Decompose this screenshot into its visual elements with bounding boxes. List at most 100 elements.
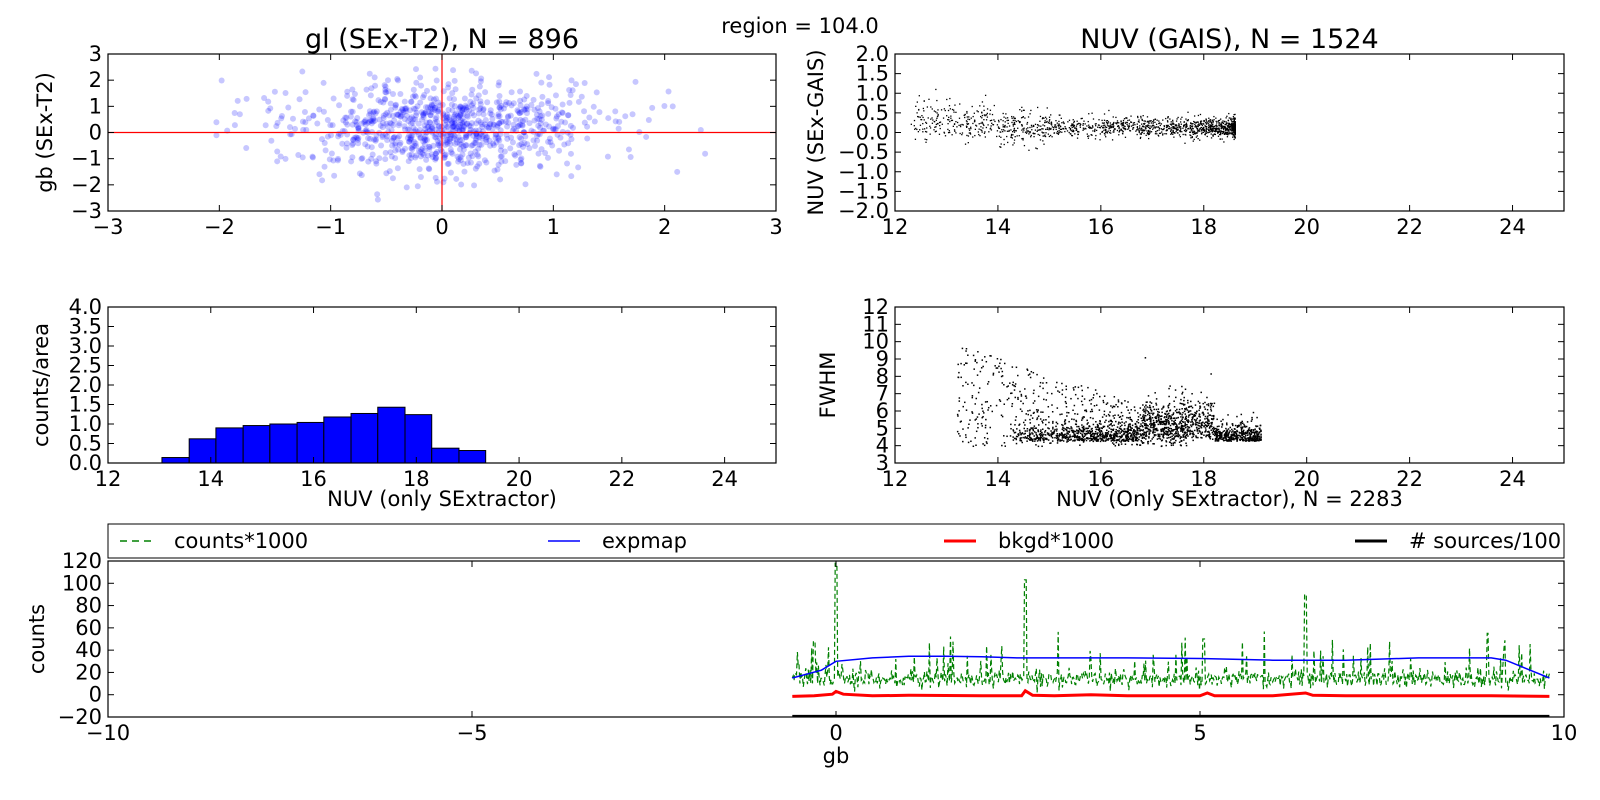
scatter-point xyxy=(492,134,499,141)
scatter-point xyxy=(1148,417,1151,419)
scatter-point xyxy=(1045,118,1048,120)
scatter-point xyxy=(1181,414,1183,416)
scatter-point xyxy=(1101,436,1104,438)
scatter-point xyxy=(1121,429,1124,432)
scatter-point xyxy=(1062,429,1065,432)
scatter-point xyxy=(458,181,465,188)
scatter-point xyxy=(470,100,477,107)
scatter-point xyxy=(1107,122,1109,125)
scatter-point xyxy=(1134,423,1137,426)
scatter-point xyxy=(1063,436,1065,439)
scatter-point xyxy=(1211,427,1214,430)
scatter-point xyxy=(1137,115,1139,118)
scatter-point xyxy=(1132,122,1135,124)
scatter-point xyxy=(1254,436,1257,439)
scatter-point xyxy=(498,153,505,160)
scatter-point xyxy=(964,116,966,119)
scatter-point xyxy=(925,141,927,143)
scatter-point xyxy=(425,165,432,172)
scatter-point xyxy=(1187,402,1189,404)
scatter-point xyxy=(1229,436,1231,439)
scatter-point xyxy=(514,107,521,114)
scatter-point xyxy=(410,116,417,123)
scatter-point xyxy=(1030,438,1033,440)
scatter-point xyxy=(1226,431,1228,433)
scatter-point xyxy=(1006,119,1008,122)
scatter-point xyxy=(478,135,485,142)
scatter-point xyxy=(1016,428,1018,430)
scatter-point xyxy=(267,105,274,112)
scatter-point xyxy=(1255,437,1258,440)
scatter-point xyxy=(1064,428,1067,430)
scatter-point xyxy=(1083,428,1086,431)
scatter-point xyxy=(1052,433,1054,435)
scatter-point xyxy=(1059,131,1061,133)
scatter-point xyxy=(1200,423,1203,425)
scatter-point xyxy=(1162,406,1164,409)
scatter-point xyxy=(1128,429,1130,431)
scatter-point xyxy=(1220,130,1222,132)
scatter-point xyxy=(1152,123,1154,125)
scatter-point xyxy=(1229,126,1231,128)
scatter-point xyxy=(1070,426,1072,428)
scatter-point xyxy=(984,426,987,429)
scatter-point xyxy=(1073,121,1075,123)
scatter-point xyxy=(1017,127,1019,129)
scatter-point xyxy=(392,104,399,111)
scatter-point xyxy=(987,124,989,126)
scatter-point xyxy=(424,104,431,111)
scatter-point xyxy=(454,112,461,119)
scatter-point xyxy=(1099,435,1102,437)
scatter-point xyxy=(1085,427,1087,430)
scatter-point xyxy=(1014,424,1016,426)
scatter-point xyxy=(1061,432,1063,434)
legend-label: expmap xyxy=(602,529,687,553)
scatter-point xyxy=(422,109,429,116)
scatter-point xyxy=(1187,420,1190,422)
scatter-point xyxy=(445,123,452,130)
scatter-point xyxy=(1061,122,1063,124)
scatter-point xyxy=(1146,132,1148,135)
plot-data-group xyxy=(910,88,1236,151)
scatter-point xyxy=(1241,434,1244,437)
scatter-point xyxy=(347,113,354,120)
scatter-point xyxy=(1039,129,1042,131)
scatter-point xyxy=(495,113,502,120)
scatter-point xyxy=(1024,117,1026,119)
scatter-point xyxy=(1177,116,1179,119)
scatter-point xyxy=(1097,432,1099,434)
scatter-point xyxy=(441,175,448,182)
scatter-point xyxy=(1063,427,1065,430)
scatter-point xyxy=(1199,113,1202,116)
scatter-point xyxy=(1000,146,1002,148)
scatter-point xyxy=(1023,129,1025,131)
scatter-point xyxy=(1112,405,1115,408)
y-tick-label: −1 xyxy=(71,147,102,171)
scatter-point xyxy=(1216,432,1218,435)
scatter-point xyxy=(1127,429,1129,431)
scatter-point xyxy=(544,154,551,161)
scatter-point xyxy=(557,134,564,141)
y-tick-label: 1.5 xyxy=(69,393,102,417)
scatter-point xyxy=(1191,406,1194,409)
scatter-point xyxy=(1207,126,1210,129)
scatter-point xyxy=(343,144,350,151)
scatter-point xyxy=(1201,129,1204,131)
scatter-point xyxy=(988,131,990,133)
scatter-point xyxy=(392,142,399,149)
scatter-point xyxy=(1157,414,1159,416)
scatter-point xyxy=(1020,437,1022,439)
scatter-point xyxy=(956,413,959,416)
scatter-point xyxy=(1119,129,1121,132)
scatter-point xyxy=(1082,129,1084,131)
scatter-point xyxy=(1231,121,1233,123)
scatter-point xyxy=(1206,135,1208,138)
scatter-point xyxy=(243,95,250,102)
scatter-point xyxy=(1191,424,1194,426)
scatter-point xyxy=(575,98,582,105)
scatter-point xyxy=(349,154,356,161)
scatter-point xyxy=(417,135,424,142)
scatter-point xyxy=(1170,417,1173,420)
scatter-point xyxy=(921,114,923,117)
scatter-point xyxy=(1057,434,1059,437)
